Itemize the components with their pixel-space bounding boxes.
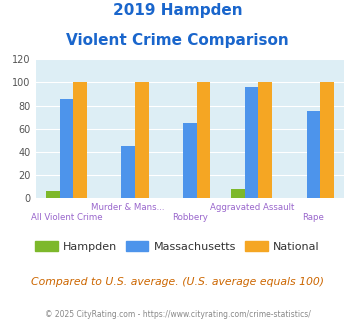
Text: Robbery: Robbery <box>172 213 208 222</box>
Bar <box>245 87 258 198</box>
Bar <box>60 99 73 198</box>
Bar <box>307 112 320 198</box>
Bar <box>320 82 334 198</box>
Bar <box>121 146 135 198</box>
Bar <box>231 189 245 198</box>
Bar <box>73 82 87 198</box>
Text: Compared to U.S. average. (U.S. average equals 100): Compared to U.S. average. (U.S. average … <box>31 277 324 287</box>
Bar <box>46 191 60 198</box>
Text: Rape: Rape <box>302 213 324 222</box>
Text: 2019 Hampden: 2019 Hampden <box>113 3 242 18</box>
Legend: Hampden, Massachusetts, National: Hampden, Massachusetts, National <box>31 237 324 256</box>
Text: Murder & Mans...: Murder & Mans... <box>91 203 165 212</box>
Bar <box>183 123 197 198</box>
Bar <box>197 82 210 198</box>
Text: © 2025 CityRating.com - https://www.cityrating.com/crime-statistics/: © 2025 CityRating.com - https://www.city… <box>45 310 310 319</box>
Bar <box>258 82 272 198</box>
Text: All Violent Crime: All Violent Crime <box>31 213 102 222</box>
Bar <box>135 82 148 198</box>
Text: Violent Crime Comparison: Violent Crime Comparison <box>66 33 289 48</box>
Text: Aggravated Assault: Aggravated Assault <box>209 203 294 212</box>
